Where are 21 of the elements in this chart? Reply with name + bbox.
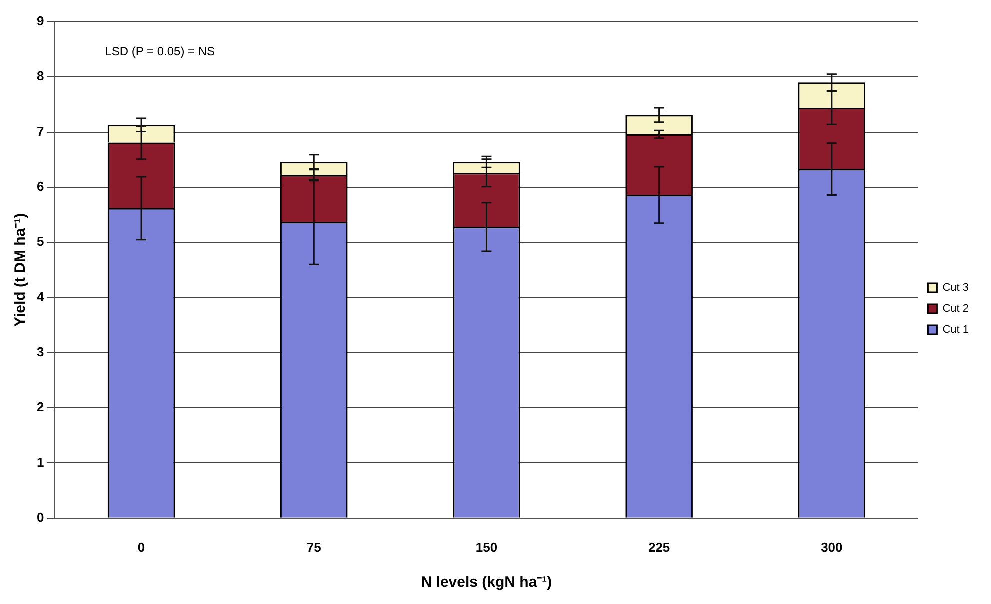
y-tick-label: 2 <box>36 400 44 415</box>
x-tick-label: 225 <box>648 540 670 555</box>
y-tick-label: 5 <box>36 234 44 250</box>
y-tick-label: 8 <box>36 68 44 84</box>
legend-label: Cut 2 <box>942 303 970 316</box>
x-tick-label: 0 <box>138 540 146 555</box>
y-tick-label: 9 <box>36 14 44 29</box>
y-tick-label: 0 <box>36 510 44 525</box>
x-axis-title: N levels (kgN ha⁻¹) <box>421 574 552 592</box>
y-tick-label: 1 <box>36 454 44 470</box>
x-tick-label: 75 <box>306 540 322 555</box>
y-tick-label: 7 <box>36 124 44 139</box>
annotation: LSD (P = 0.05) = NS <box>105 44 216 58</box>
x-tick-label: 150 <box>476 540 498 555</box>
legend-label: Cut 1 <box>942 324 970 336</box>
y-axis-title: Yield (t DM ha⁻¹) <box>12 213 30 328</box>
y-tick-label: 6 <box>36 179 44 194</box>
x-tick-label: 300 <box>821 540 843 555</box>
y-tick-label: 3 <box>36 344 44 360</box>
y-tick-label: 4 <box>36 289 45 304</box>
legend-label: Cut 3 <box>942 282 970 294</box>
